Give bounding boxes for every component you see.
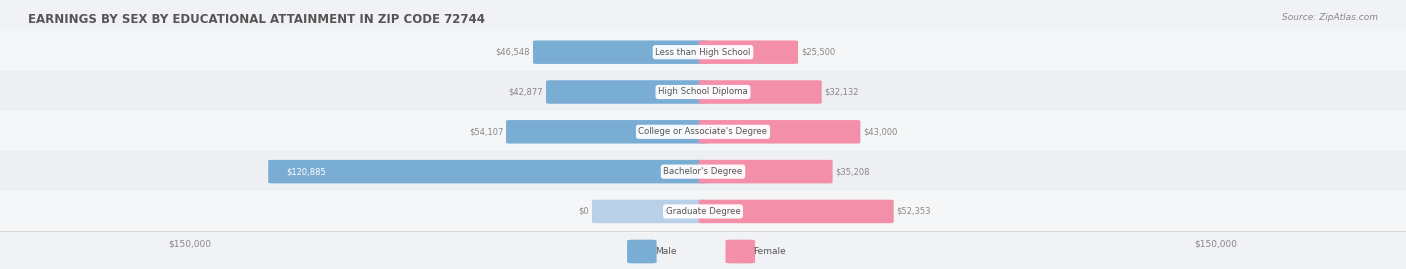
Text: $43,000: $43,000 [863,127,897,136]
FancyBboxPatch shape [0,190,1406,233]
Text: Source: ZipAtlas.com: Source: ZipAtlas.com [1282,13,1378,22]
Text: EARNINGS BY SEX BY EDUCATIONAL ATTAINMENT IN ZIP CODE 72744: EARNINGS BY SEX BY EDUCATIONAL ATTAINMEN… [28,13,485,26]
Text: $35,208: $35,208 [835,167,870,176]
Text: Male: Male [655,247,676,256]
FancyBboxPatch shape [533,40,707,64]
FancyBboxPatch shape [506,120,707,144]
Text: $0: $0 [578,207,589,216]
Text: Bachelor's Degree: Bachelor's Degree [664,167,742,176]
Text: $46,548: $46,548 [496,48,530,57]
Text: Less than High School: Less than High School [655,48,751,57]
Text: $52,353: $52,353 [897,207,931,216]
Text: Female: Female [754,247,786,256]
Text: $150,000: $150,000 [169,239,212,248]
FancyBboxPatch shape [699,200,894,223]
FancyBboxPatch shape [699,120,860,144]
Text: Graduate Degree: Graduate Degree [665,207,741,216]
FancyBboxPatch shape [0,31,1406,73]
Text: $25,500: $25,500 [801,48,835,57]
FancyBboxPatch shape [546,80,707,104]
FancyBboxPatch shape [0,71,1406,113]
Text: High School Diploma: High School Diploma [658,87,748,97]
Text: $42,877: $42,877 [509,87,543,97]
Text: $32,132: $32,132 [824,87,859,97]
FancyBboxPatch shape [699,160,832,183]
Text: $150,000: $150,000 [1194,239,1237,248]
FancyBboxPatch shape [592,200,707,223]
Text: $120,885: $120,885 [287,167,326,176]
FancyBboxPatch shape [699,40,799,64]
FancyBboxPatch shape [0,111,1406,153]
Text: $54,107: $54,107 [468,127,503,136]
FancyBboxPatch shape [0,150,1406,193]
Text: College or Associate's Degree: College or Associate's Degree [638,127,768,136]
FancyBboxPatch shape [627,240,657,263]
FancyBboxPatch shape [699,80,821,104]
FancyBboxPatch shape [269,160,707,183]
FancyBboxPatch shape [725,240,755,263]
